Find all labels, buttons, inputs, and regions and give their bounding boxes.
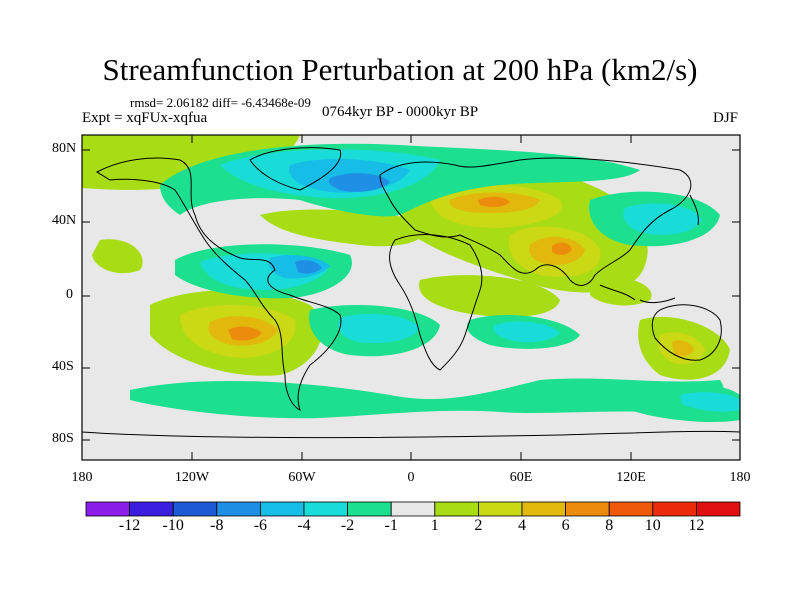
lon-tick-0: 0 [407, 470, 415, 485]
contour-neg-caribbean-max [295, 260, 322, 274]
lon-tick-180e: 180 [729, 470, 751, 485]
colorbar-label: 1 [430, 517, 439, 534]
season-label: DJF [713, 110, 739, 126]
lat-tick-80s: 80S [52, 431, 74, 446]
lon-tick-60w: 60W [288, 470, 316, 485]
contour-pos-east-pacific [92, 239, 143, 274]
colorbar-label: -1 [384, 517, 398, 534]
colorbar-label: -10 [162, 517, 184, 534]
colorbar-label: 2 [474, 517, 483, 534]
colorbar-label: 6 [561, 517, 570, 534]
colorbar-box [434, 501, 479, 517]
contour-pos-north-atlantic-band [260, 209, 426, 247]
lon-tick-180w: 180 [71, 470, 93, 485]
stats-line: rmsd= 2.06182 diff= -6.43468e-09 [130, 95, 311, 110]
lon-tick-120e: 120E [616, 470, 646, 485]
contour-pos-south-pacific-max [228, 326, 262, 341]
lat-tick-40n: 40N [52, 213, 77, 228]
colorbar-label: -6 [253, 517, 268, 534]
colorbar-box [129, 501, 174, 517]
contour-neg-greenland-max [328, 173, 390, 192]
lat-tick-0: 0 [66, 287, 73, 302]
colorbar-box [303, 501, 348, 517]
colorbar-box [521, 501, 566, 517]
period-label: 0764kyr BP - 0000kyr BP [322, 104, 479, 120]
colorbar-label: -2 [340, 517, 355, 534]
contour-pos-arctic-pacific [82, 135, 300, 190]
contour-pos-europe-max [478, 196, 510, 207]
contour-neg-east-asia-core [623, 203, 702, 235]
colorbar-label: 8 [605, 517, 614, 534]
colorbar-label: 12 [688, 517, 705, 534]
colorbar-box [477, 501, 523, 517]
lat-tick-40s: 40S [52, 359, 74, 374]
tick-marks [82, 135, 740, 460]
colorbar-label: -8 [210, 517, 224, 534]
contour-field [82, 135, 740, 460]
contour-pos-indian-ocean [419, 275, 560, 317]
colorbar-box [85, 501, 130, 517]
colorbar [85, 501, 741, 517]
contour-pos-australia-inner [672, 340, 694, 357]
colorbar-label: -4 [297, 517, 311, 534]
colorbar-label: 4 [518, 517, 526, 534]
colorbar-box [608, 501, 654, 517]
lon-tick-60e: 60E [509, 470, 533, 485]
contour-neg-indian-south-core [493, 321, 560, 343]
lon-tick-120w: 120W [174, 470, 210, 485]
contour-pos-india-max [552, 242, 572, 255]
colorbar-box [565, 501, 610, 517]
colorbar-box [172, 501, 218, 517]
contour-neg-south-atlantic-core [338, 313, 420, 344]
colorbar-box [347, 501, 392, 517]
coastlines [82, 147, 740, 439]
colorbar-box [652, 501, 697, 517]
plot-title: Streamfunction Perturbation at 200 hPa (… [102, 52, 698, 87]
experiment-label: Expt = xqFUx-xqfua [82, 110, 208, 126]
colorbar-box [390, 501, 436, 517]
contour-neg-southern-band [130, 378, 724, 419]
colorbar-box [259, 501, 305, 517]
colorbar-box [216, 501, 261, 517]
colorbar-box [696, 501, 741, 517]
contour-pos-west-pacific [590, 276, 652, 306]
lat-tick-80n: 80N [52, 141, 77, 156]
colorbar-label: -12 [118, 517, 141, 534]
contour-neg-polar-south-core [680, 392, 740, 412]
colorbar-label: 10 [644, 517, 661, 534]
